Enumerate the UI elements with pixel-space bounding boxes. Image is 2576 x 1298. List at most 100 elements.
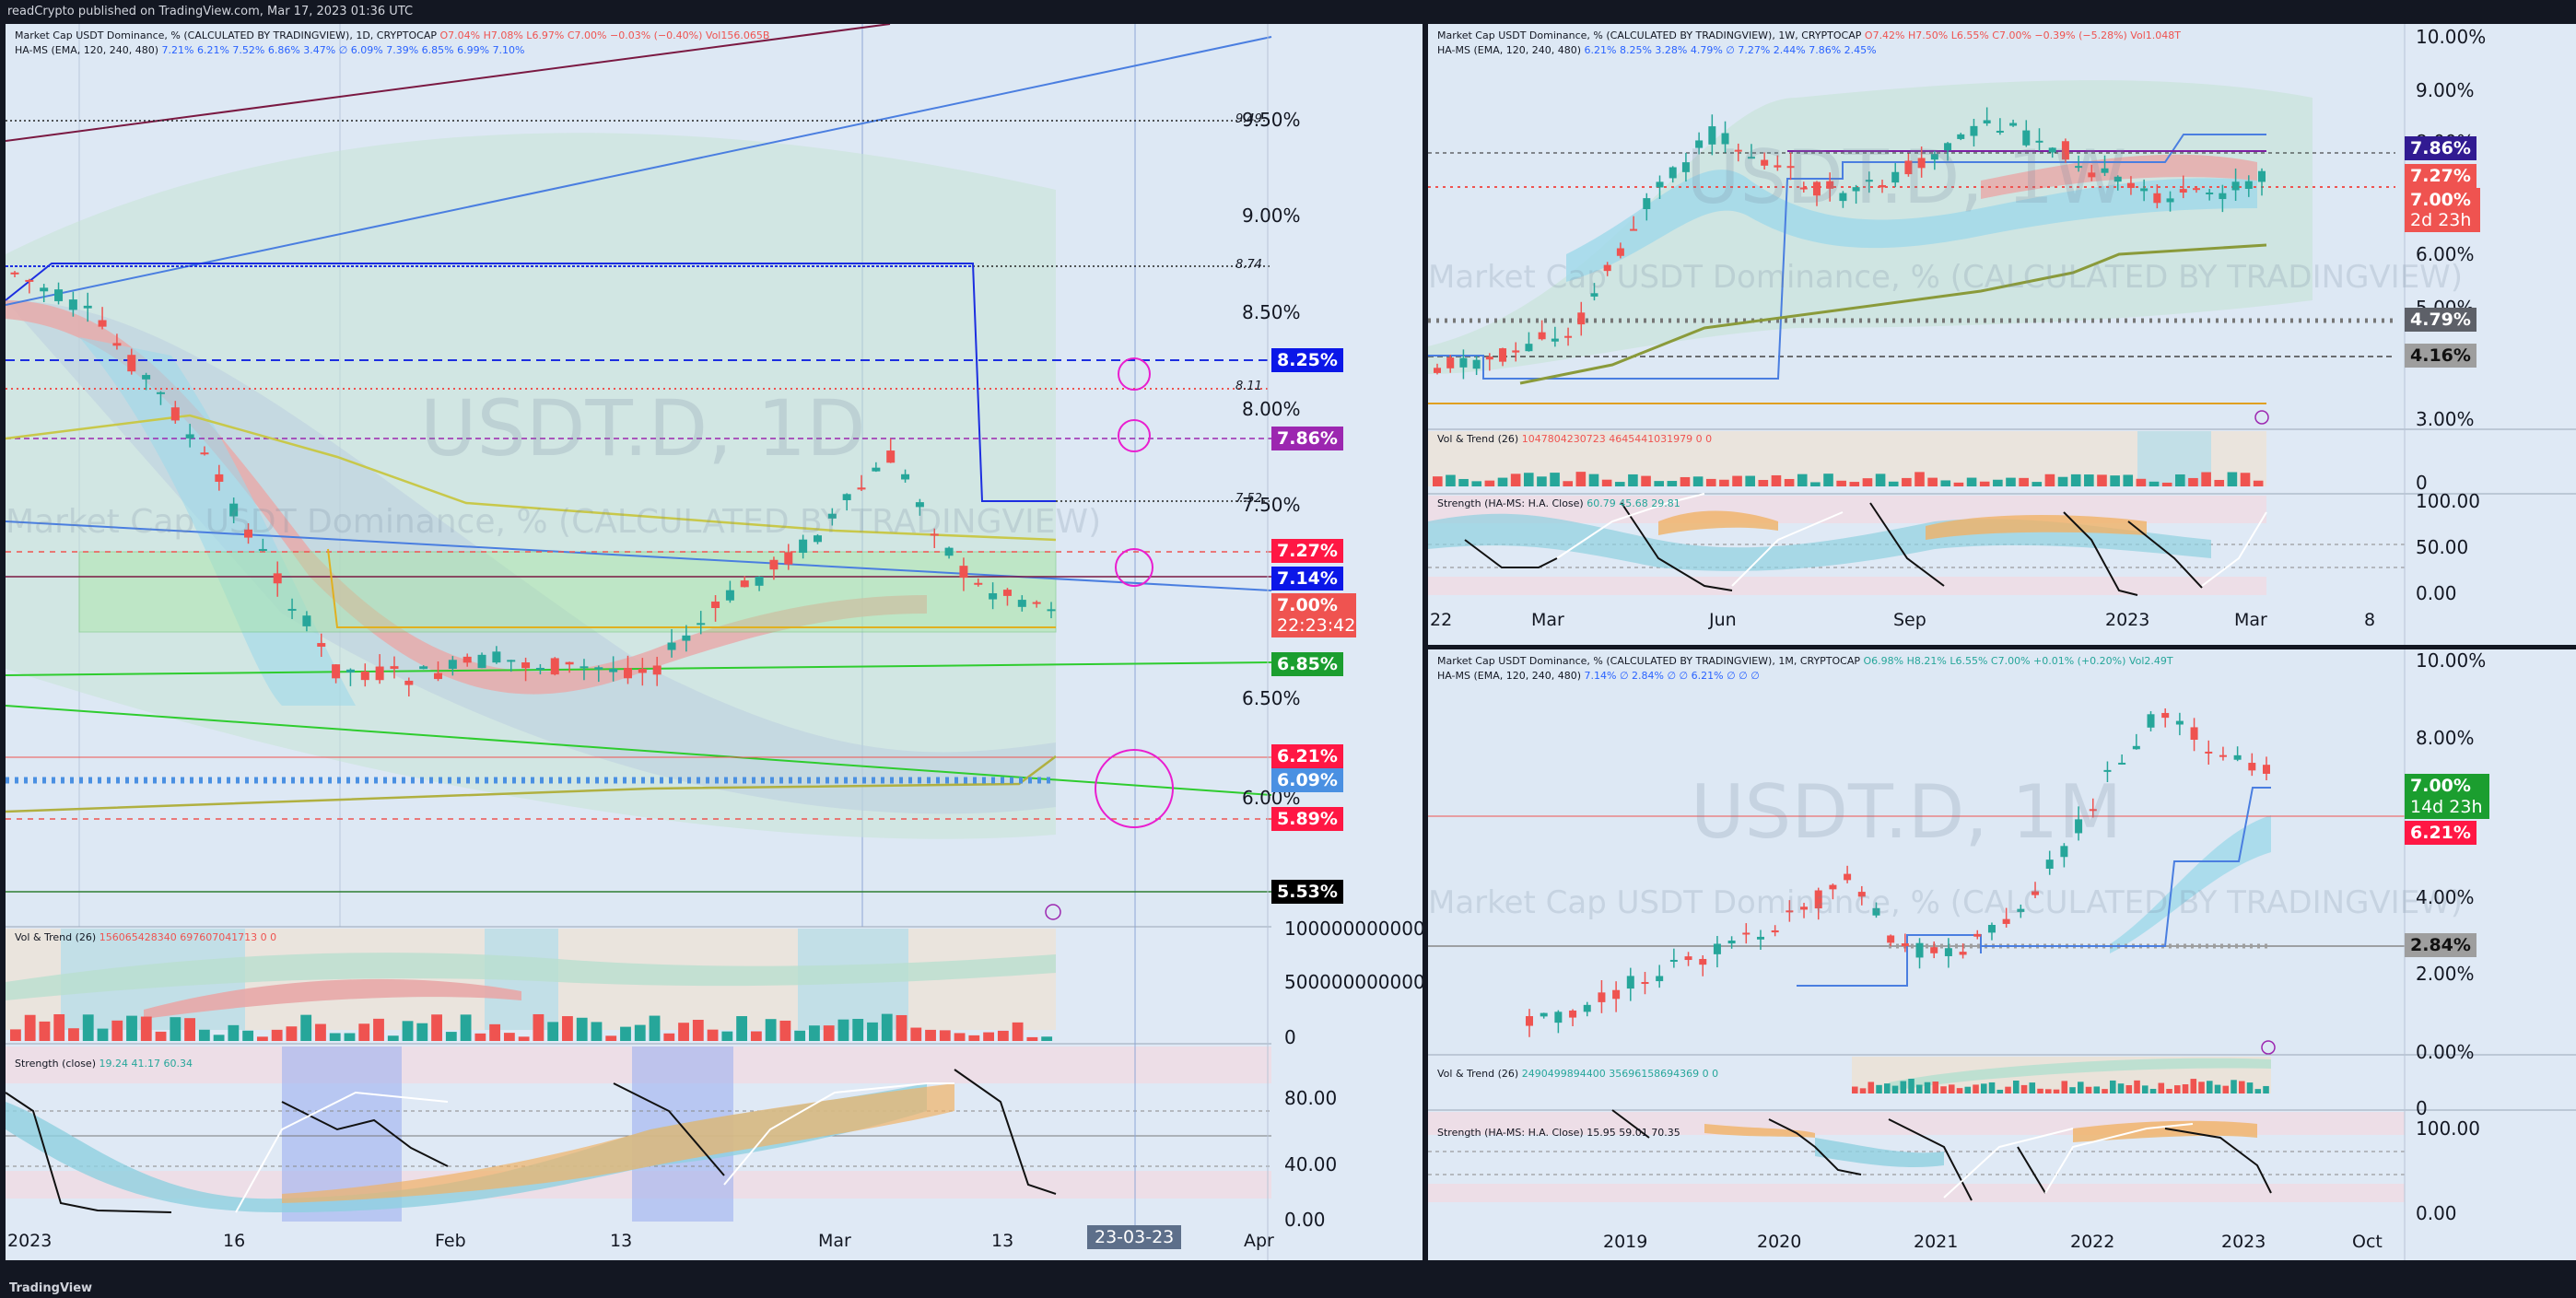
volume-bar <box>1900 1081 1907 1093</box>
volume-bar <box>1966 477 1977 486</box>
candle-body <box>273 573 282 584</box>
candle-body <box>1786 910 1794 913</box>
volume-bar <box>2019 477 2029 486</box>
volume-bar <box>445 1032 457 1041</box>
volume-bar <box>2263 1085 2269 1093</box>
weekly-x-label: 2023 <box>2105 610 2150 630</box>
volume-bar <box>2013 1080 2020 1093</box>
volume-bar <box>634 1024 646 1041</box>
daily-chart-canvas[interactable] <box>6 24 1423 1260</box>
volume-bar <box>925 1029 936 1041</box>
monthly-candles <box>1526 707 2270 1037</box>
monthly-ohlc: O6.98% H8.21% L6.55% C7.00% +0.01% (+0.2… <box>1863 655 2173 667</box>
volume-bar <box>837 1019 849 1041</box>
strength-values: 60.79 45.68 29.81 <box>1587 497 1680 509</box>
volume-bar <box>2053 1089 2060 1093</box>
strength-axis-label: 0.00 <box>2416 1202 2457 1224</box>
price-tag: 7.86% <box>2405 136 2476 160</box>
monthly-x-label: 2022 <box>2070 1232 2115 1252</box>
volume-bar <box>620 1026 631 1041</box>
candle-body <box>1829 884 1837 890</box>
daily-y-label: 7.50% <box>1242 494 1301 516</box>
candle-body <box>2147 714 2155 728</box>
strength-axis-label: 100.00 <box>2416 490 2480 512</box>
candle-body <box>2179 189 2187 193</box>
candle-body <box>697 623 706 626</box>
candle-body <box>1590 293 1598 297</box>
volume-bar <box>852 1019 864 1041</box>
weekly-chart-panel[interactable]: Market Cap USDT Dominance, % (CALCULATED… <box>1428 24 2576 645</box>
candle-body <box>156 392 165 394</box>
volume-bar <box>2182 1084 2189 1093</box>
monthly-chart-canvas[interactable] <box>1428 649 2576 1260</box>
volume-bar <box>2078 1082 2084 1093</box>
candle-body <box>1512 350 1520 353</box>
candle-body <box>2075 819 2083 834</box>
volume-bar <box>1563 481 1574 486</box>
candle-body <box>434 672 443 680</box>
candle-body <box>1656 181 1664 188</box>
candle-body <box>813 535 822 543</box>
volume-bar <box>1940 480 1951 486</box>
daily-vol-info: Vol & Trend (26) 156065428340 6976070417… <box>15 931 276 943</box>
volume-bar <box>198 1029 210 1041</box>
volume-bar <box>1797 474 1808 486</box>
candle-body <box>375 666 384 681</box>
line-label: 8.74 <box>1235 258 1262 272</box>
volume-bar <box>1868 1082 1875 1093</box>
candle-body <box>2153 193 2161 204</box>
monthly-chart-panel[interactable]: Market Cap USDT Dominance, % (CALCULATED… <box>1428 649 2576 1260</box>
volume-bar <box>2214 479 2225 486</box>
candle-body <box>857 487 866 490</box>
volume-bar <box>24 1014 36 1041</box>
weekly-x-label: Sep <box>1893 610 1926 630</box>
volume-bar <box>416 1023 428 1041</box>
vol-values: 156065428340 697607041713 0 0 <box>99 931 277 943</box>
weekly-symbol-title: Market Cap USDT Dominance, % (CALCULATED… <box>1437 29 1862 41</box>
candle-body <box>419 666 428 670</box>
weekly-chart-canvas[interactable] <box>1428 24 2576 645</box>
daily-x-label: 16 <box>223 1231 246 1251</box>
weekly-indicator-info: HA-MS (EMA, 120, 240, 480) 6.21% 8.25% 3… <box>1437 44 1877 56</box>
candle-body <box>258 548 267 551</box>
weekly-x-label: Mar <box>1531 610 1564 630</box>
volume-bar <box>2161 482 2172 486</box>
volume-bar <box>140 1016 152 1041</box>
candle-body <box>1434 368 1441 373</box>
candle-body <box>725 590 734 601</box>
candle-body <box>112 343 122 346</box>
volume-bar <box>2149 1088 2157 1093</box>
vol-axis-label: 500000000000 <box>1284 971 1423 993</box>
strength-values: 19.24 41.17 60.34 <box>99 1058 193 1070</box>
monthly-vol-info: Vol & Trend (26) 2490499894400 356961586… <box>1437 1068 1718 1080</box>
candle-body <box>332 664 341 679</box>
candle-body <box>2045 859 2054 869</box>
publish-header: readCrypto published on TradingView.com,… <box>0 0 2576 24</box>
candle-body <box>989 592 998 600</box>
volume-bar <box>97 1028 109 1041</box>
volume-bar <box>1875 474 1886 486</box>
candle-body <box>2060 846 2068 858</box>
candle-body <box>142 375 151 380</box>
candle-body <box>68 299 77 310</box>
strength-axis-label: 0.00 <box>2416 582 2457 604</box>
volume-bar <box>2070 474 2081 486</box>
candle-body <box>1930 154 1938 160</box>
daily-chart-panel[interactable]: Market Cap USDT Dominance, % (CALCULATED… <box>6 24 1423 1260</box>
candle-body <box>98 320 107 327</box>
volume-bar <box>591 1022 603 1041</box>
candle-body <box>1002 590 1012 596</box>
candle-body <box>2161 712 2170 719</box>
volume-bar <box>402 1021 414 1041</box>
candle-body <box>2002 918 2010 924</box>
candle-body <box>2132 745 2140 750</box>
candle-body <box>550 658 559 675</box>
weekly-indicator-values: 6.21% 8.25% 3.28% 4.79% ∅ 7.27% 2.44% 7.… <box>1584 44 1877 56</box>
candle-body <box>1879 184 1887 188</box>
candle-body <box>345 669 355 672</box>
candle-body <box>638 668 647 673</box>
candle-body <box>886 450 896 463</box>
candle-body <box>1915 942 1924 958</box>
candle-body <box>1459 357 1468 368</box>
candle-body <box>1761 159 1769 166</box>
